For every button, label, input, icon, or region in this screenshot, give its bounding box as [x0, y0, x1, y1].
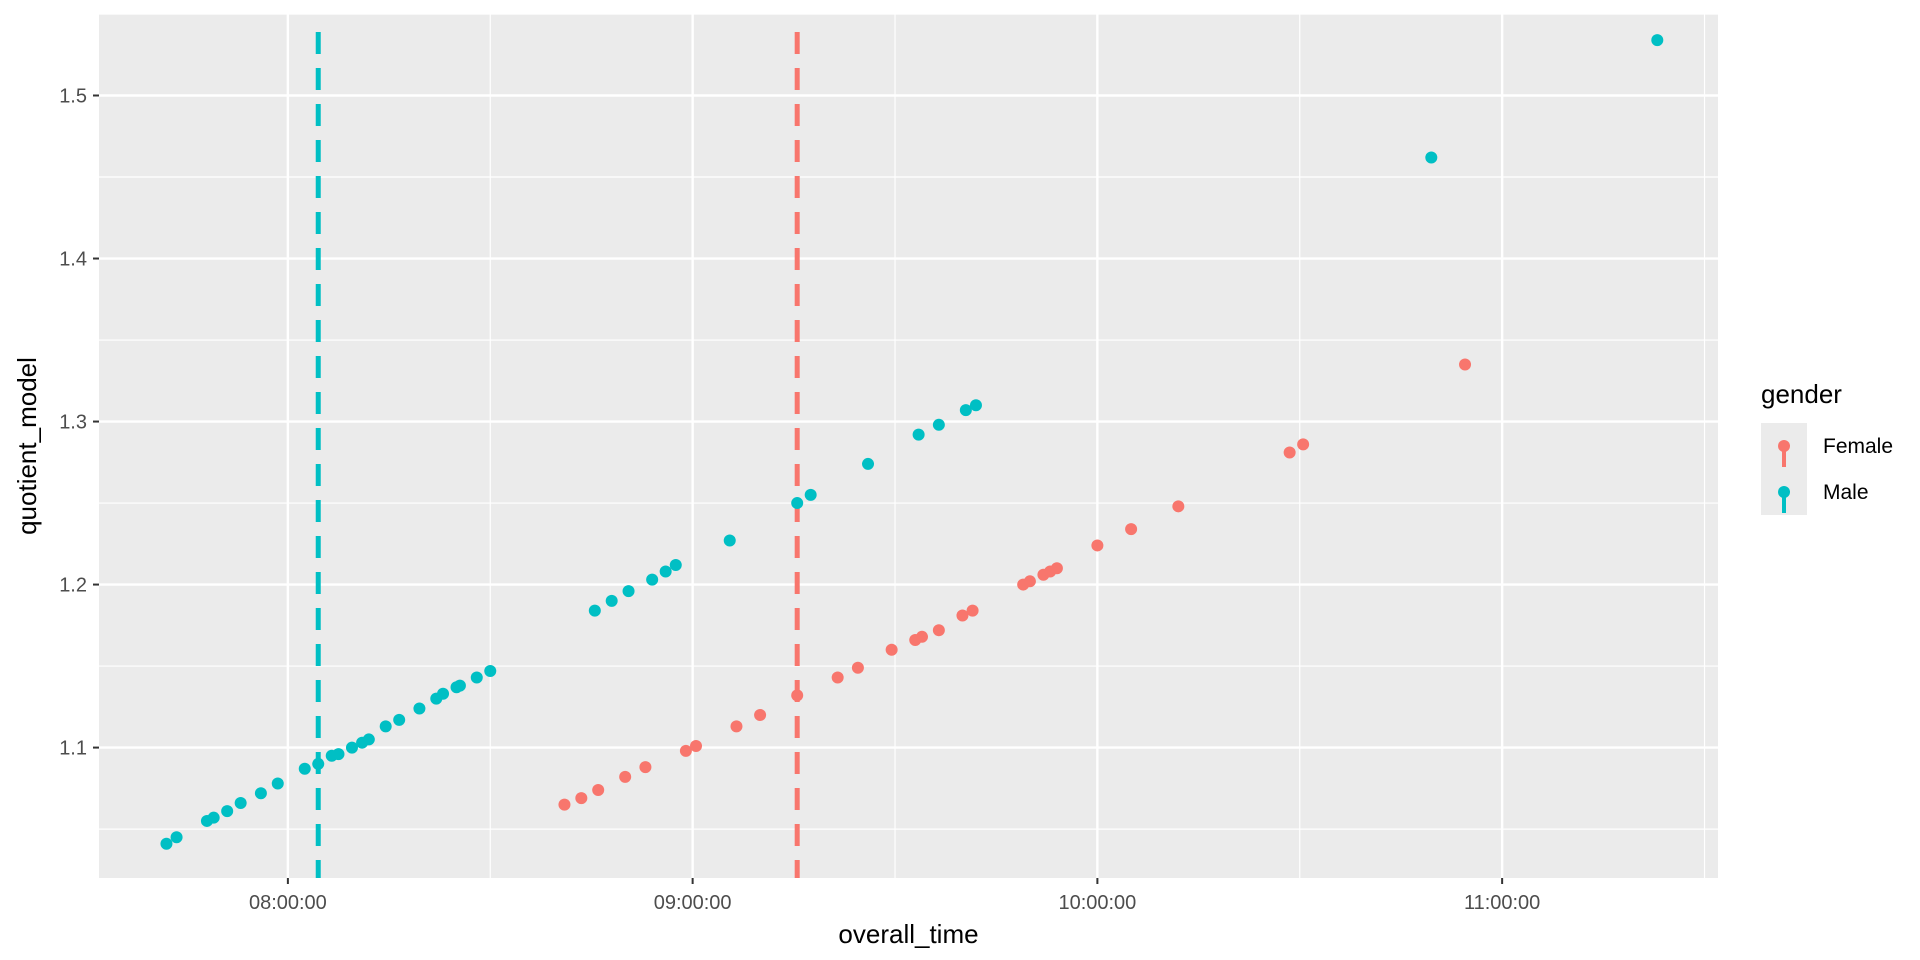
point-male [453, 679, 466, 692]
point-male [959, 404, 972, 417]
y-tick-label: 1.1 [59, 738, 87, 760]
point-male [332, 748, 345, 761]
legend-label-male: Male [1823, 481, 1869, 504]
point-female [1283, 446, 1296, 459]
data-points [160, 34, 1664, 850]
point-female [791, 689, 804, 702]
point-female [851, 661, 864, 674]
y-tick-label: 1.2 [59, 575, 87, 597]
point-female [966, 604, 979, 617]
point-female [915, 630, 928, 643]
legend: gender Female Male [1761, 379, 1893, 515]
point-male [312, 757, 325, 770]
point-female [1091, 539, 1104, 552]
point-female [558, 798, 571, 811]
y-axis-ticks: 1.1 1.2 1.3 1.4 1.5 [59, 86, 99, 760]
point-male [484, 664, 497, 677]
point-female [575, 792, 588, 805]
point-male [298, 762, 311, 775]
point-female [1050, 562, 1063, 575]
point-male [804, 488, 817, 501]
point-male [622, 585, 635, 598]
point-male [413, 702, 426, 715]
point-female [619, 770, 632, 783]
point-male [969, 399, 982, 412]
point-female [592, 783, 605, 796]
point-female [956, 609, 969, 622]
point-male [659, 565, 672, 578]
point-female [639, 761, 652, 774]
point-female [754, 708, 767, 721]
grid-major [99, 14, 1718, 878]
point-male [254, 787, 267, 800]
point-female [885, 643, 898, 656]
point-male [234, 797, 247, 810]
point-male [862, 457, 875, 470]
reference-lines [315, 32, 800, 878]
point-male [588, 604, 601, 617]
point-male [470, 671, 483, 684]
x-tick-label: 11:00:00 [1464, 892, 1540, 914]
point-male [723, 534, 736, 547]
point-male [669, 559, 682, 572]
point-female [679, 744, 692, 757]
legend-title: gender [1761, 379, 1842, 409]
point-female [730, 720, 743, 733]
point-male [345, 741, 358, 754]
point-male [912, 428, 925, 441]
point-female [831, 671, 844, 684]
point-female [1297, 438, 1310, 451]
point-male [393, 713, 406, 726]
point-male [932, 418, 945, 431]
point-male [437, 687, 450, 700]
y-axis-title: quotient_model [12, 357, 42, 535]
x-axis-ticks: 08:00:00 09:00:00 10:00:00 11:00:00 [249, 878, 1540, 914]
point-female [690, 739, 703, 752]
point-female [1459, 358, 1472, 371]
y-tick-label: 1.3 [59, 412, 87, 434]
point-female [932, 624, 945, 637]
point-male [271, 777, 284, 790]
legend-key-point [1778, 486, 1790, 498]
x-axis-title: overall_time [838, 919, 978, 949]
point-male [646, 573, 659, 586]
legend-keys: Female Male [1761, 423, 1893, 515]
y-tick-label: 1.5 [59, 86, 87, 108]
x-tick-label: 09:00:00 [654, 892, 732, 914]
point-female [1172, 500, 1185, 513]
x-tick-label: 10:00:00 [1058, 892, 1136, 914]
point-male [605, 594, 618, 607]
point-male [207, 811, 220, 824]
point-female [1125, 523, 1138, 536]
point-male [221, 805, 234, 818]
y-tick-label: 1.4 [59, 249, 87, 271]
legend-label-female: Female [1823, 435, 1893, 458]
point-male [1651, 34, 1664, 47]
point-female [1023, 575, 1036, 588]
point-male [362, 733, 375, 746]
point-male [379, 720, 392, 733]
point-male [791, 497, 804, 510]
point-male [160, 837, 173, 850]
point-male [1425, 151, 1438, 164]
point-male [170, 831, 183, 844]
legend-key-point [1778, 440, 1790, 452]
x-tick-label: 08:00:00 [249, 892, 327, 914]
